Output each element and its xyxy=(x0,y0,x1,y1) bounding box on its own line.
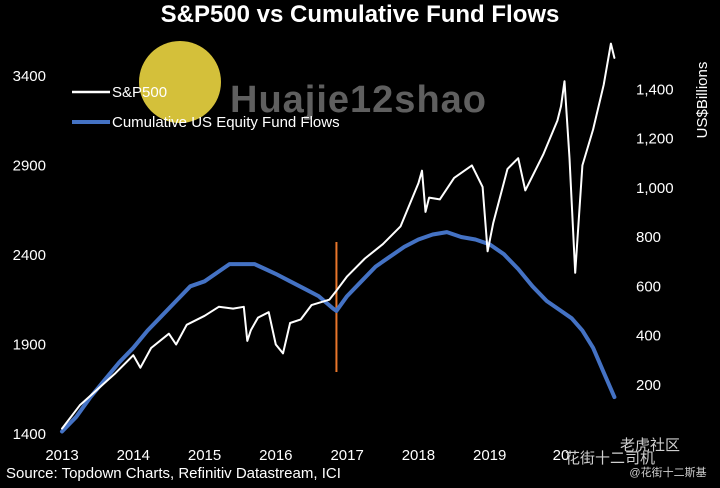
legend-label-fund-flows: Cumulative US Equity Fund Flows xyxy=(112,114,340,131)
y-right-tick-label: 1,400 xyxy=(636,81,674,98)
x-tick-label: 2019 xyxy=(473,447,506,464)
y-left-tick-label: 2900 xyxy=(13,157,46,174)
x-tick-label: 2016 xyxy=(259,447,292,464)
chart-title: S&P500 vs Cumulative Fund Flows xyxy=(161,1,560,28)
y-right-tick-label: 600 xyxy=(636,278,661,295)
y-right-axis-title: US$Billions xyxy=(694,62,711,139)
watermark-text: Huajie12shao xyxy=(230,79,487,121)
series-layer xyxy=(60,42,617,434)
y-right-tick-label: 1,000 xyxy=(636,180,674,197)
y-left-axis-ticks: 1400 1900 2400 2900 3400 xyxy=(13,68,46,443)
y-right-tick-label: 1,200 xyxy=(636,131,674,148)
y-left-tick-label: 3400 xyxy=(13,68,46,85)
watermark-badge-text: 老虎社区 xyxy=(620,437,680,454)
y-right-axis-ticks: 200 400 600 800 1,000 1,200 1,400 xyxy=(636,81,674,394)
x-tick-label: 2018 xyxy=(402,447,435,464)
y-left-tick-label: 1400 xyxy=(13,426,46,443)
series-line-fund-flows xyxy=(60,230,617,434)
y-right-tick-label: 200 xyxy=(636,377,661,394)
x-axis-ticks: 2013 2014 2015 2016 2017 2018 2019 20 xyxy=(45,447,569,464)
watermark-brand-text: 花街十二司机 xyxy=(565,450,655,467)
x-tick-label: 2015 xyxy=(188,447,221,464)
x-tick-label: 2013 xyxy=(45,447,78,464)
y-left-tick-label: 1900 xyxy=(13,336,46,353)
y-right-tick-label: 800 xyxy=(636,229,661,246)
x-tick-label: 2014 xyxy=(117,447,150,464)
x-tick-label: 2017 xyxy=(330,447,363,464)
y-left-tick-label: 2400 xyxy=(13,247,46,264)
watermark-badge-sub: @花街十二斯基 xyxy=(629,465,706,479)
watermark-footer: 老虎社区 花街十二司机 @花街十二斯基 xyxy=(565,437,707,479)
chart-source: Source: Topdown Charts, Refinitiv Datast… xyxy=(6,465,341,482)
legend: S&P500 Cumulative US Equity Fund Flows xyxy=(72,84,340,131)
watermark: Huajie12shao xyxy=(139,41,487,123)
watermark-avatar-icon xyxy=(139,41,221,123)
y-right-tick-label: 400 xyxy=(636,328,661,345)
x-tick-label: 20 xyxy=(553,447,570,464)
legend-label-sp500: S&P500 xyxy=(112,84,167,101)
series-line-sp500 xyxy=(61,42,616,430)
